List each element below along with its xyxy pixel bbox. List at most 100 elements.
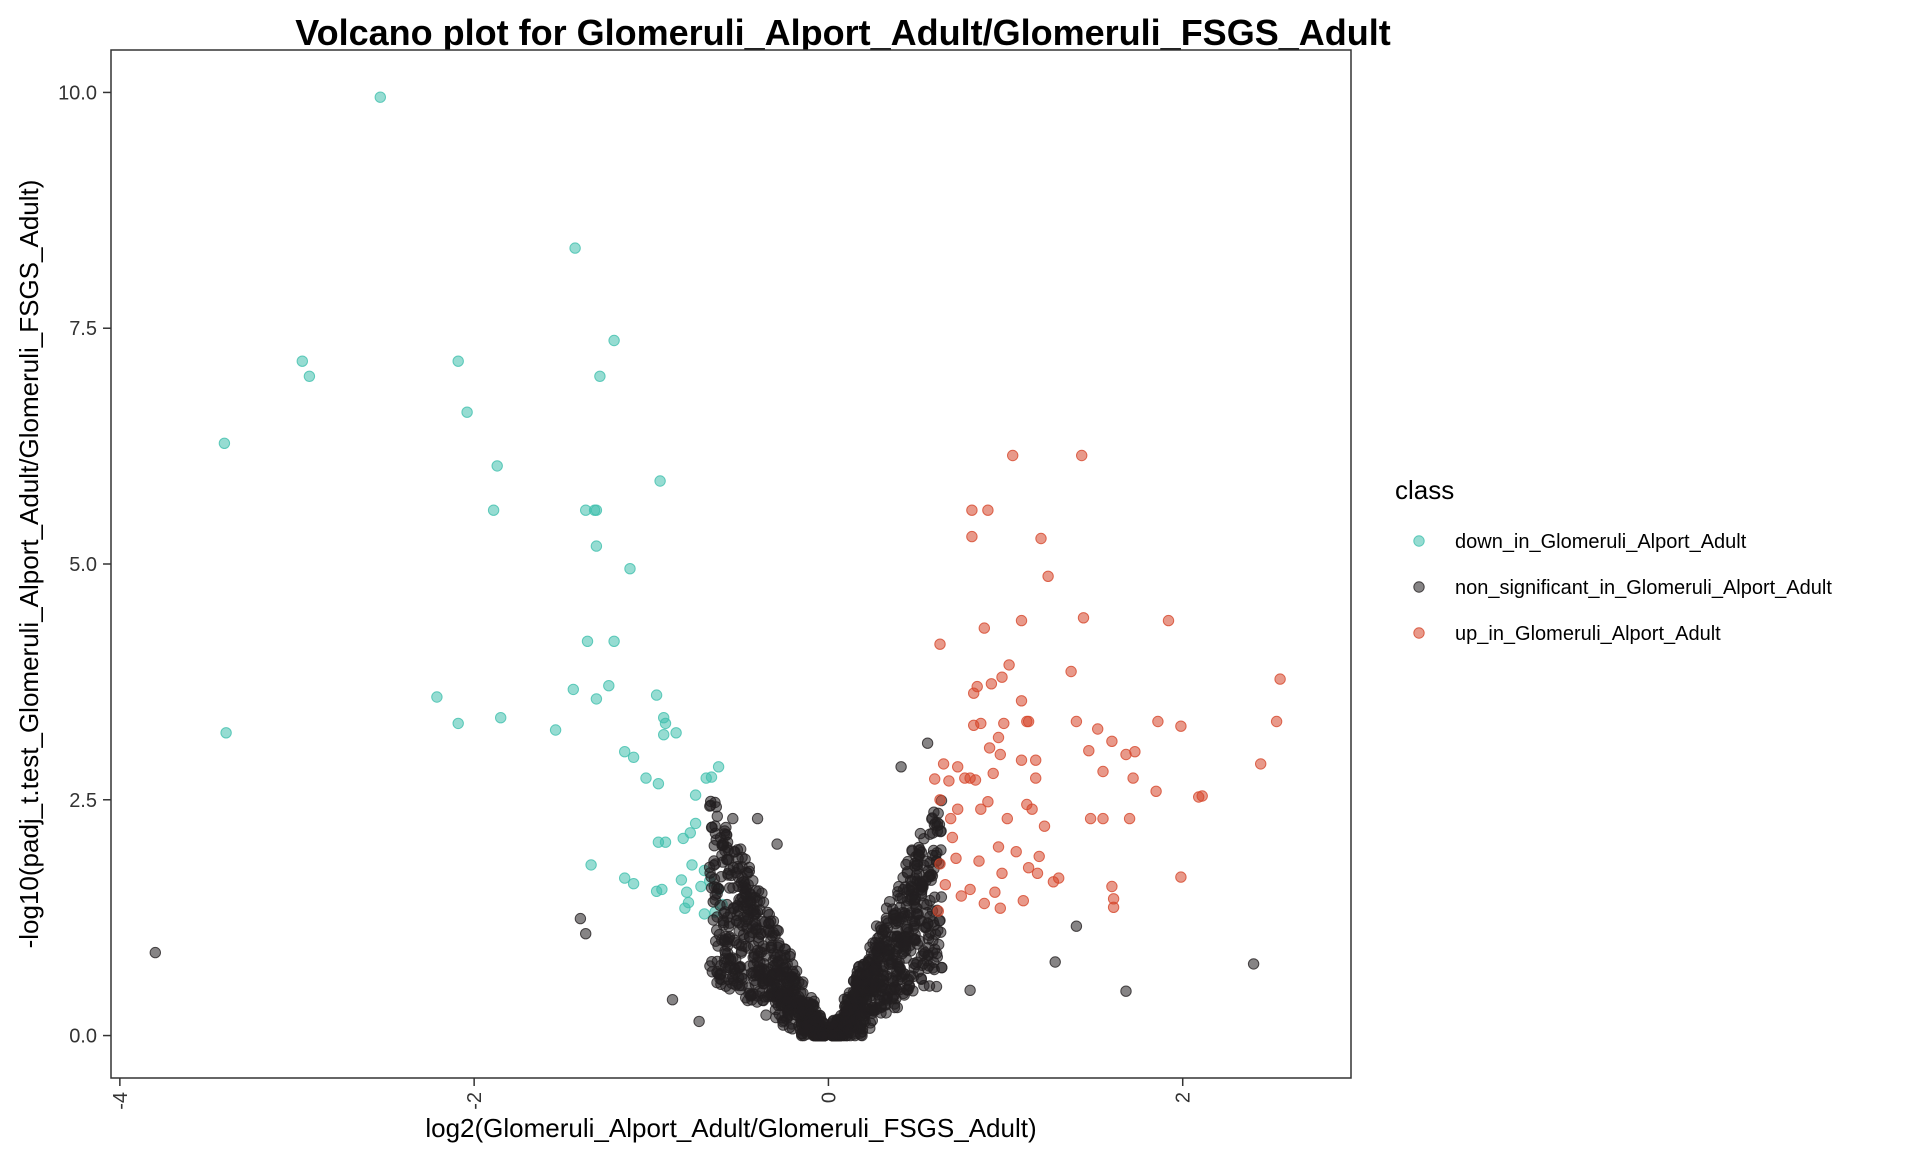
data-point [721,940,734,952]
data-point [975,803,987,815]
data-point [627,878,640,890]
data-point [927,844,940,857]
data-point [1175,871,1187,883]
data-point [952,803,964,815]
legend-label: non_significant_in_Glomeruli_Alport_Adul… [1455,577,1832,599]
data-point [549,724,562,736]
data-point [923,929,935,941]
data-point [973,855,985,867]
data-point [1010,846,1022,858]
data-point [1084,812,1097,825]
data-point [935,891,948,903]
data-point [594,370,606,382]
data-point [723,882,736,894]
data-point [461,406,473,418]
data-point [149,946,162,959]
data-point [908,934,920,946]
x-tick-label: -4 [110,1092,132,1110]
data-point [937,758,950,770]
data-point [677,832,689,845]
data-point [978,897,990,910]
data-point [452,355,464,367]
data-point [987,767,999,780]
data-point [786,958,799,970]
data-point [740,915,752,928]
data-point [771,924,783,936]
data-point [220,727,232,739]
data-point [900,944,912,956]
data-point [736,891,749,904]
data-point [727,902,740,914]
data-point [1076,449,1088,462]
data-point [296,355,308,367]
y-tick-label: 0.0 [69,1026,97,1048]
data-point [1022,862,1035,874]
data-point [717,916,730,929]
y-tick-label: 7.5 [69,318,97,340]
data-point [431,691,443,703]
data-point [934,638,946,650]
data-point [750,907,762,920]
data-point [303,370,316,382]
data-point [966,530,978,543]
data-point [705,799,717,811]
data-point [452,717,464,730]
data-point [567,683,579,696]
data-point [1030,754,1042,766]
data-point [882,944,894,956]
data-point [969,774,982,786]
data-point [762,991,774,1003]
data-point [918,833,930,845]
data-point [955,890,967,902]
y-axis: 0.0 2.5 5.0 7.5 10.0 [58,82,111,1048]
data-point [875,1001,888,1014]
data-point [876,980,888,993]
data-point [992,841,1005,853]
data-point [712,761,725,773]
data-point [996,867,1008,879]
data-point [1175,720,1187,732]
data-point [695,880,707,893]
data-point [619,872,631,884]
data-point [893,961,905,973]
data-point [374,91,386,103]
data-point [670,727,682,739]
data-point [901,921,913,934]
data-point [1007,449,1019,462]
data-point [218,437,231,449]
data-point [1015,695,1028,707]
data-point [911,908,923,921]
data-point [742,942,754,954]
data-point [886,982,898,995]
data-point [841,1006,853,1019]
data-point [931,951,943,963]
data-point [650,689,663,701]
data-point [796,995,808,1007]
data-point [581,635,594,647]
data-point [780,993,792,1006]
y-tick-label: 2.5 [69,790,97,812]
data-point [994,748,1006,761]
data-point [1274,673,1286,685]
x-tick-label: -2 [464,1092,486,1110]
legend-key [1413,535,1425,547]
data-point [736,851,748,864]
data-point [964,883,976,896]
data-point [725,954,737,967]
data-point [491,460,503,472]
data-point [727,812,739,825]
data-point [923,980,936,992]
data-point [903,980,916,992]
data-point [711,810,723,822]
data-point [1017,895,1029,907]
data-point [1030,772,1042,784]
data-point [627,751,640,763]
data-point [1106,735,1118,747]
data-point [659,836,672,848]
data-point [1162,614,1175,627]
data-point [751,812,764,825]
data-point [640,772,652,784]
data-point [659,717,672,730]
data-point [686,859,698,871]
data-point [743,982,755,994]
